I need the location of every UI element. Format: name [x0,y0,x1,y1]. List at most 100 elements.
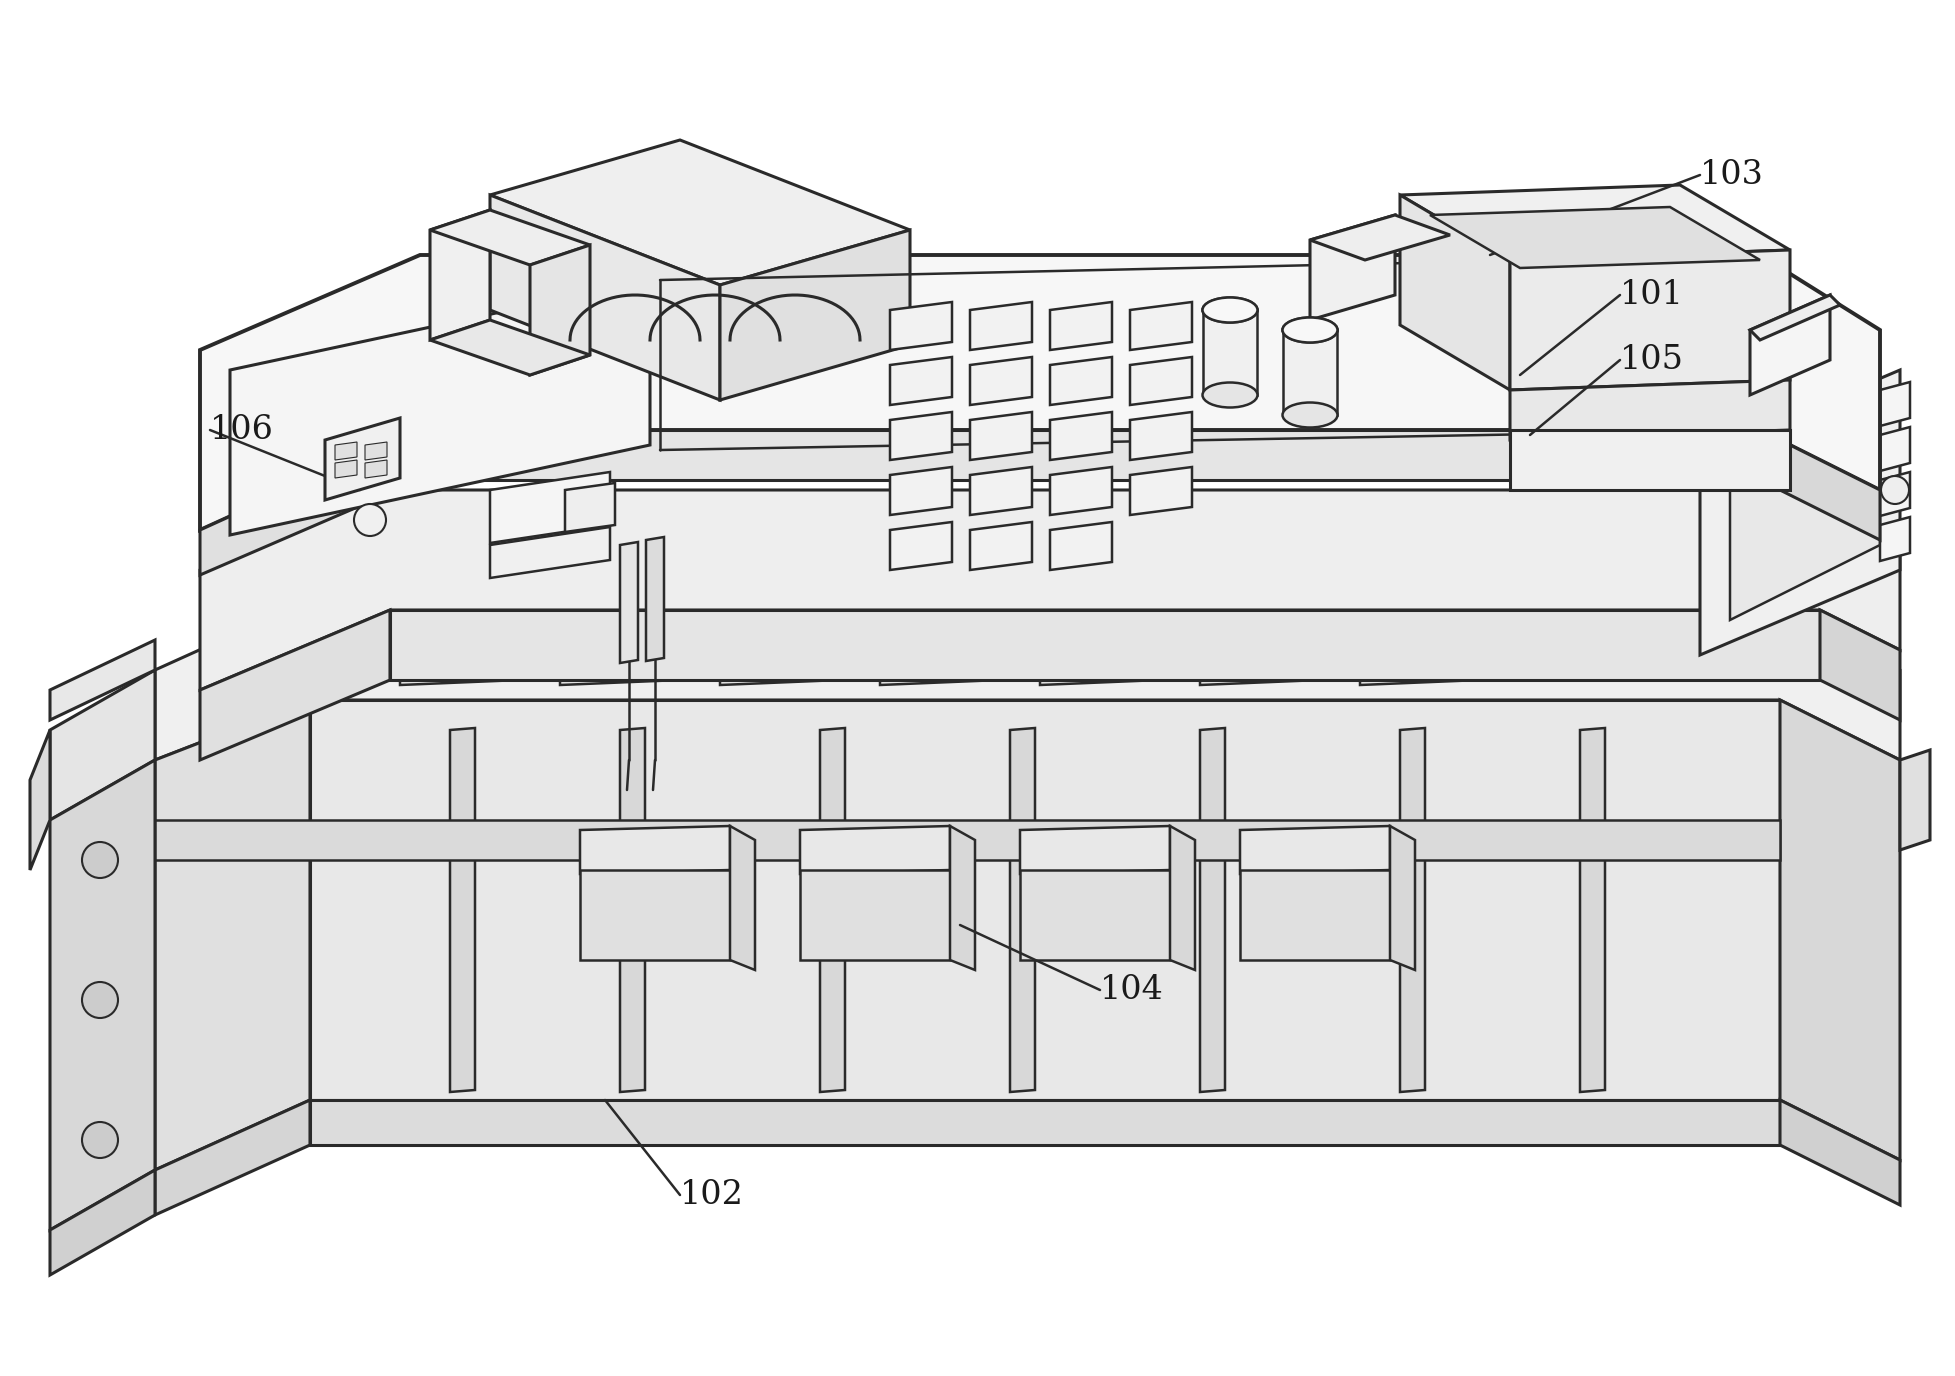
Polygon shape [389,610,1818,680]
Polygon shape [491,527,610,578]
Polygon shape [819,728,845,1093]
Polygon shape [1130,301,1191,350]
Polygon shape [1130,356,1191,405]
Polygon shape [1239,870,1390,960]
Polygon shape [559,634,680,685]
Circle shape [1881,476,1908,504]
Polygon shape [1750,294,1830,395]
Ellipse shape [1282,318,1337,343]
Polygon shape [970,522,1032,570]
Polygon shape [1050,522,1112,570]
Text: 102: 102 [680,1179,743,1211]
Polygon shape [565,483,614,533]
Polygon shape [491,195,719,400]
Text: 105: 105 [1619,344,1683,376]
Polygon shape [890,411,952,460]
Polygon shape [729,826,755,970]
Polygon shape [1879,517,1908,561]
Polygon shape [1169,826,1195,970]
Polygon shape [334,460,358,477]
Polygon shape [1898,750,1930,850]
Polygon shape [800,870,950,960]
Polygon shape [581,870,729,960]
Polygon shape [491,140,909,285]
Polygon shape [719,230,909,400]
Polygon shape [154,820,1779,860]
Polygon shape [199,490,1898,689]
Polygon shape [1198,634,1320,685]
Polygon shape [1879,472,1908,516]
Polygon shape [719,634,839,685]
Polygon shape [399,634,520,685]
Polygon shape [1130,466,1191,515]
Polygon shape [1509,380,1789,440]
Polygon shape [1198,728,1224,1093]
Text: 103: 103 [1699,160,1763,191]
Polygon shape [1239,826,1390,874]
Polygon shape [430,211,491,340]
Polygon shape [51,760,154,1230]
Polygon shape [1400,184,1789,260]
Polygon shape [880,634,999,685]
Polygon shape [199,431,420,575]
Polygon shape [29,731,51,870]
Circle shape [82,842,117,878]
Polygon shape [1019,870,1169,960]
Polygon shape [1040,634,1159,685]
Polygon shape [1019,826,1169,874]
Polygon shape [491,472,610,544]
Polygon shape [199,610,389,760]
Polygon shape [1050,301,1112,350]
Polygon shape [1879,427,1908,471]
Polygon shape [581,826,729,874]
Polygon shape [154,1099,309,1215]
Polygon shape [1699,370,1898,655]
Text: 101: 101 [1619,279,1683,311]
Polygon shape [1509,431,1789,490]
Polygon shape [645,537,663,660]
Polygon shape [154,700,309,1170]
Polygon shape [154,600,1898,760]
Ellipse shape [1202,297,1257,322]
Polygon shape [231,279,649,535]
Polygon shape [51,670,154,820]
Polygon shape [309,1099,1779,1145]
Polygon shape [1400,728,1425,1093]
Polygon shape [950,826,974,970]
Circle shape [354,504,385,537]
Polygon shape [970,466,1032,515]
Polygon shape [51,640,154,720]
Polygon shape [890,466,952,515]
Polygon shape [890,522,952,570]
Polygon shape [1130,411,1191,460]
Polygon shape [309,700,1779,1099]
Polygon shape [1202,310,1257,395]
Polygon shape [1009,728,1034,1093]
Polygon shape [1580,728,1605,1093]
Polygon shape [1760,431,1879,539]
Polygon shape [450,728,475,1093]
Polygon shape [1390,826,1413,970]
Polygon shape [1779,700,1898,1160]
Polygon shape [334,442,358,460]
Polygon shape [620,728,645,1093]
Polygon shape [199,255,1879,530]
Polygon shape [51,1170,154,1276]
Polygon shape [1400,195,1509,389]
Polygon shape [1050,356,1112,405]
Text: 106: 106 [209,414,274,446]
Polygon shape [1050,466,1112,515]
Polygon shape [1509,250,1789,389]
Ellipse shape [1282,318,1337,343]
Ellipse shape [1202,383,1257,407]
Polygon shape [1728,400,1879,621]
Polygon shape [1429,206,1760,268]
Polygon shape [970,411,1032,460]
Polygon shape [530,245,590,376]
Circle shape [82,1121,117,1159]
Polygon shape [970,301,1032,350]
Polygon shape [800,826,950,874]
Polygon shape [970,356,1032,405]
Ellipse shape [1282,403,1337,428]
Polygon shape [890,356,952,405]
